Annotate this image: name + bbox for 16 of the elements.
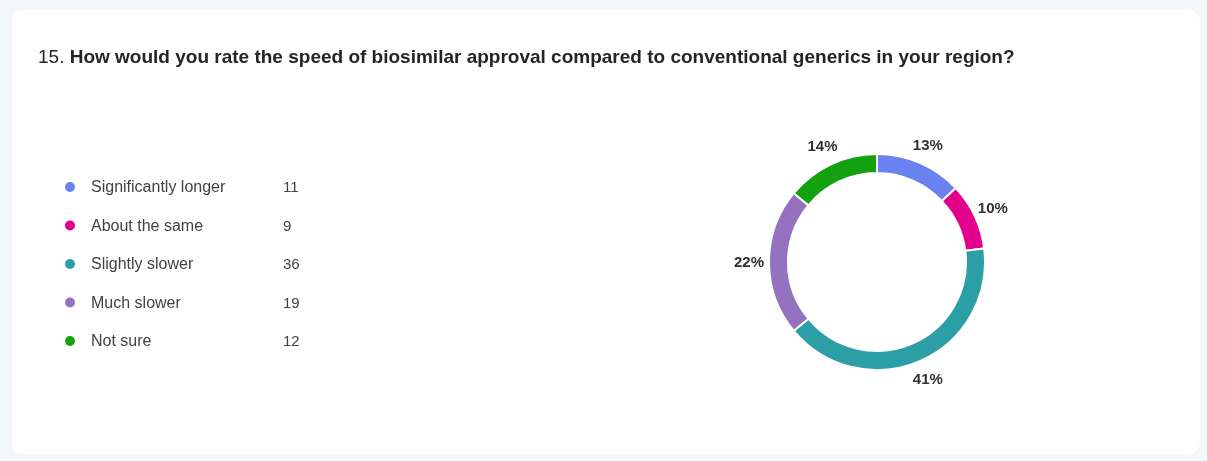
text: 12 — [283, 332, 300, 349]
text: 36 — [283, 255, 300, 272]
legend-label: Slightly slower — [91, 255, 194, 272]
data-label: 22% — [733, 253, 765, 270]
chart-title: 15. How would you rate the speed of biosimilar approval compared to conventional generics in your region? — [38, 46, 1015, 67]
text: 9 — [283, 216, 292, 234]
legend-label: Much slower — [91, 293, 182, 311]
data-label: 14% — [807, 137, 838, 155]
data-label: 13% — [912, 135, 943, 153]
legend-label: Significantly longer — [91, 178, 226, 195]
legend-label: About the same — [91, 216, 204, 234]
text: 11 — [283, 178, 299, 195]
data-label: 10% — [977, 198, 1008, 216]
data-label: 41% — [912, 370, 943, 388]
text: 19 — [283, 293, 300, 311]
legend-label: Not sure — [91, 332, 152, 349]
